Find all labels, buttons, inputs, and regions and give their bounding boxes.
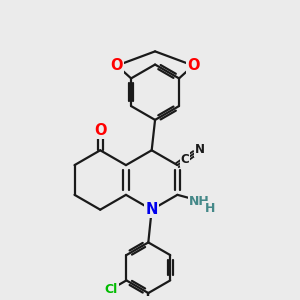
Text: NH: NH xyxy=(189,195,210,208)
Text: O: O xyxy=(187,58,200,73)
Text: Cl: Cl xyxy=(105,283,118,296)
Text: N: N xyxy=(146,202,158,217)
Text: O: O xyxy=(94,123,106,138)
Text: H: H xyxy=(205,202,215,215)
Text: N: N xyxy=(194,143,205,156)
Text: O: O xyxy=(111,58,123,73)
Text: C: C xyxy=(181,153,190,166)
